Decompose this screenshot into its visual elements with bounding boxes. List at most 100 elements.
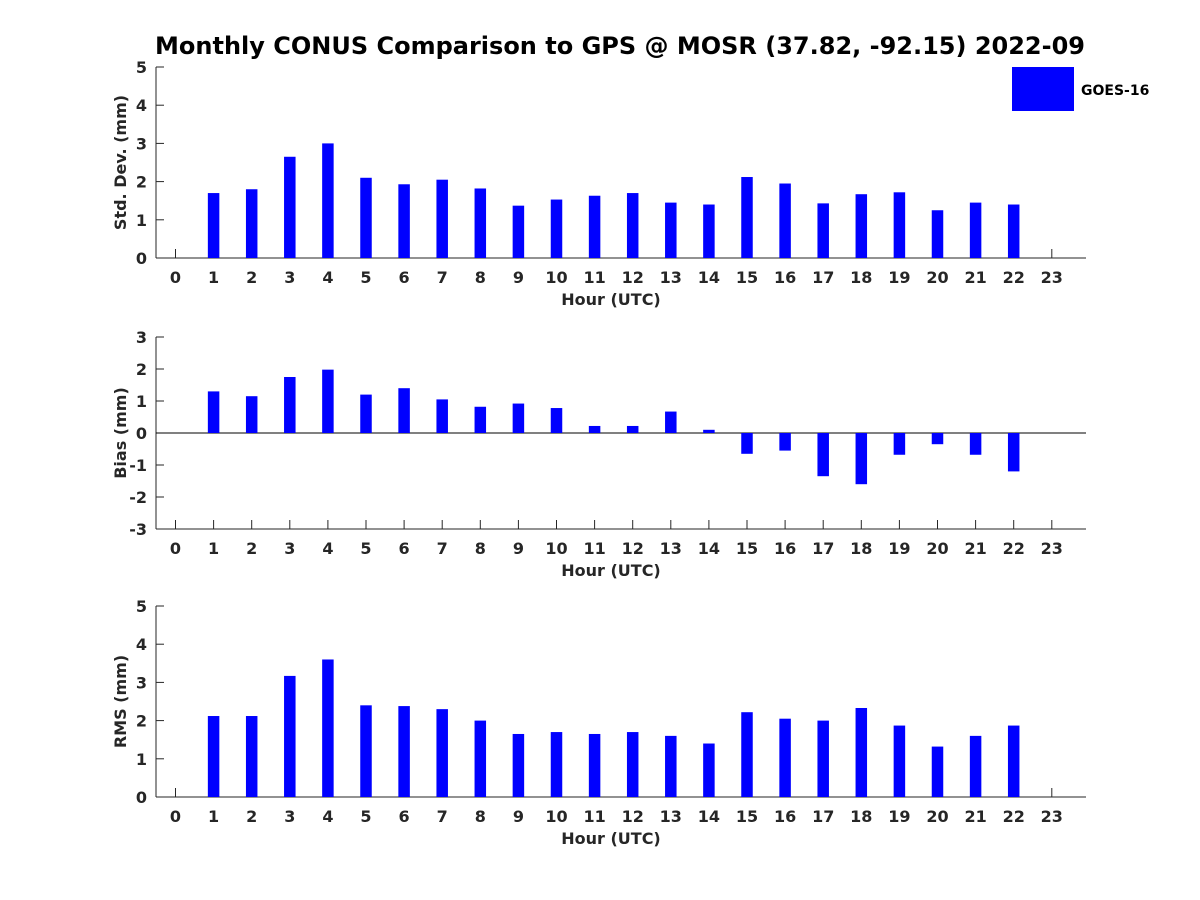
x-tick-label: 23 xyxy=(1041,807,1063,826)
bar-hour-2 xyxy=(245,189,258,258)
x-tick-label: 4 xyxy=(322,268,333,287)
x-axis-label: Hour (UTC) xyxy=(561,290,661,309)
chart-title: Monthly CONUS Comparison to GPS @ MOSR (… xyxy=(155,32,1085,60)
bar-hour-11 xyxy=(588,425,601,433)
bar-hour-14 xyxy=(703,429,715,433)
x-tick-label: 21 xyxy=(964,807,986,826)
bar-hour-2 xyxy=(245,396,258,433)
x-tick-label: 3 xyxy=(284,268,295,287)
x-tick-label: 19 xyxy=(888,539,910,558)
y-tick-label: 2 xyxy=(136,360,147,379)
bar-hour-13 xyxy=(665,735,677,797)
x-tick-label: 11 xyxy=(583,807,605,826)
y-tick-label: 2 xyxy=(136,712,147,731)
x-axis-label: Hour (UTC) xyxy=(561,829,661,848)
bar-hour-16 xyxy=(779,433,791,451)
x-tick-label: 16 xyxy=(774,268,796,287)
bar-hour-21 xyxy=(969,735,982,797)
x-tick-label: 17 xyxy=(812,539,834,558)
bar-hour-19 xyxy=(893,725,906,797)
x-tick-label: 23 xyxy=(1041,268,1063,287)
x-tick-label: 7 xyxy=(437,807,448,826)
bar-hour-5 xyxy=(360,705,372,797)
x-tick-label: 15 xyxy=(736,807,758,826)
x-tick-label: 22 xyxy=(1003,807,1025,826)
x-tick-label: 1 xyxy=(208,807,219,826)
x-tick-label: 18 xyxy=(850,807,872,826)
y-tick-label: 0 xyxy=(136,249,147,268)
x-tick-label: 6 xyxy=(399,539,410,558)
x-tick-label: 13 xyxy=(660,268,682,287)
x-tick-label: 5 xyxy=(360,268,371,287)
x-tick-label: 14 xyxy=(698,539,720,558)
bar-hour-20 xyxy=(931,210,944,258)
y-tick-label: 4 xyxy=(136,635,147,654)
bar-hour-1 xyxy=(207,193,220,258)
y-tick-label: 1 xyxy=(136,392,147,411)
bar-hour-21 xyxy=(969,202,982,258)
bar-hour-19 xyxy=(893,433,906,455)
x-axis-label: Hour (UTC) xyxy=(561,561,661,580)
y-axis-label: Std. Dev. (mm) xyxy=(111,95,130,230)
bar-hour-1 xyxy=(207,716,220,797)
x-tick-label: 22 xyxy=(1003,539,1025,558)
y-tick-label: 2 xyxy=(136,173,147,192)
x-tick-label: 19 xyxy=(888,268,910,287)
x-tick-label: 10 xyxy=(545,539,567,558)
x-tick-label: 8 xyxy=(475,539,486,558)
x-tick-label: 5 xyxy=(360,807,371,826)
x-tick-label: 9 xyxy=(513,539,524,558)
x-tick-label: 2 xyxy=(246,539,257,558)
x-tick-label: 15 xyxy=(736,539,758,558)
bar-hour-1 xyxy=(207,391,220,433)
x-tick-label: 1 xyxy=(208,268,219,287)
x-tick-label: 1 xyxy=(208,539,219,558)
y-tick-label: 4 xyxy=(136,96,147,115)
bar-hour-22 xyxy=(1007,433,1020,472)
bar-hour-4 xyxy=(322,143,334,258)
bar-hour-16 xyxy=(779,183,791,258)
x-tick-label: 20 xyxy=(926,807,948,826)
y-tick-label: 0 xyxy=(136,788,147,807)
bar-hour-20 xyxy=(931,433,944,445)
bar-hour-2 xyxy=(245,716,258,797)
bar-hour-17 xyxy=(817,720,829,797)
y-tick-label: 3 xyxy=(136,673,147,692)
bar-hour-7 xyxy=(436,709,448,797)
x-tick-label: 12 xyxy=(622,539,644,558)
y-tick-label: 1 xyxy=(136,750,147,769)
bar-hour-22 xyxy=(1007,204,1020,258)
x-tick-label: 17 xyxy=(812,268,834,287)
x-tick-label: 3 xyxy=(284,807,295,826)
y-axis-label: RMS (mm) xyxy=(111,655,130,748)
x-tick-label: 13 xyxy=(660,807,682,826)
x-tick-label: 4 xyxy=(322,807,333,826)
bar-hour-18 xyxy=(855,433,868,485)
x-tick-label: 7 xyxy=(437,539,448,558)
bar-hour-8 xyxy=(474,406,487,433)
x-tick-label: 11 xyxy=(583,539,605,558)
bar-hour-4 xyxy=(322,369,334,433)
x-tick-label: 14 xyxy=(698,807,720,826)
x-tick-label: 16 xyxy=(774,807,796,826)
bar-hour-4 xyxy=(322,659,334,797)
x-tick-label: 7 xyxy=(437,268,448,287)
bar-hour-18 xyxy=(855,707,868,797)
x-tick-label: 11 xyxy=(583,268,605,287)
y-tick-label: 5 xyxy=(136,58,147,77)
x-tick-label: 16 xyxy=(774,539,796,558)
bar-hour-17 xyxy=(817,203,829,258)
x-tick-label: 15 xyxy=(736,268,758,287)
y-tick-label: 3 xyxy=(136,328,147,347)
bar-hour-14 xyxy=(703,204,715,258)
bar-hour-10 xyxy=(550,408,563,433)
y-tick-label: -1 xyxy=(129,456,147,475)
bar-hour-5 xyxy=(360,394,372,433)
x-tick-label: 3 xyxy=(284,539,295,558)
x-tick-label: 10 xyxy=(545,268,567,287)
bar-hour-8 xyxy=(474,720,487,797)
bar-hour-7 xyxy=(436,179,448,258)
